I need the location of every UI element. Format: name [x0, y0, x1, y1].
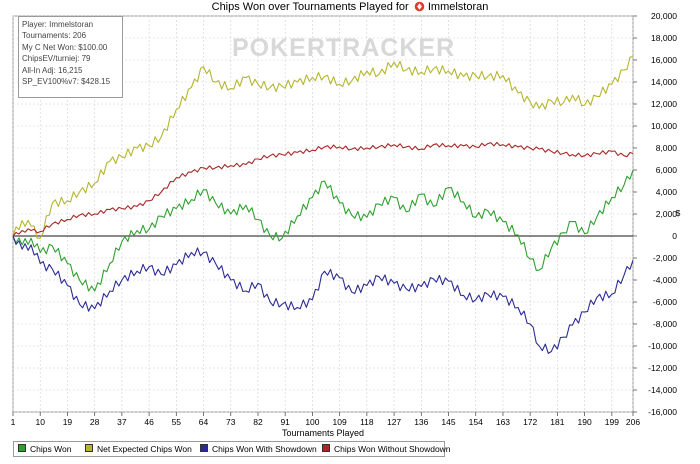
x-tick-label: 100	[305, 417, 319, 427]
y-tick-label: 0	[672, 231, 677, 241]
legend-label-net-expected: Net Expected Chips Won	[97, 444, 192, 454]
x-tick-label: 82	[253, 417, 263, 427]
x-tick-label: 46	[144, 417, 154, 427]
chart-title: Chips Won over Tournaments Played for Im…	[0, 0, 700, 14]
y-tick-label: 14,000	[651, 77, 677, 87]
legend-swatch-without-showdown	[322, 444, 330, 452]
info-line-tournaments: Tournaments: 206	[22, 31, 87, 41]
x-axis-label: Tournaments Played	[282, 428, 364, 438]
legend-item-without-showdown[interactable]: Chips Won Without Showdown	[322, 442, 451, 456]
x-tick-label: 91	[280, 417, 290, 427]
x-tick-label: 1	[11, 417, 16, 427]
chart-title-text: Chips Won over Tournaments Played for	[211, 1, 409, 13]
x-tick-label: 127	[387, 417, 401, 427]
series-layer	[12, 56, 634, 354]
y-tick-label: -6,000	[653, 297, 677, 307]
x-tick-label: 206	[626, 417, 640, 427]
y-tick-label: 18,000	[651, 33, 677, 43]
x-tick-label: 136	[414, 417, 428, 427]
y-tick-label: 10,000	[651, 121, 677, 131]
x-tick-label: 55	[172, 417, 182, 427]
x-tick-label: 37	[117, 417, 127, 427]
legend-item-net-expected[interactable]: Net Expected Chips Won	[85, 442, 192, 456]
x-tick-label: 181	[550, 417, 564, 427]
grid	[12, 15, 634, 413]
y-tick-label: -16,000	[648, 407, 677, 417]
legend-item-chips-won[interactable]: Chips Won	[18, 442, 71, 456]
info-line-sp-ev: SP_EV100%v7: $428.15	[22, 77, 111, 87]
x-tick-label: 163	[496, 417, 510, 427]
y-tick-label: 20,000	[651, 11, 677, 21]
x-tick-label: 145	[441, 417, 455, 427]
x-tick-label: 64	[199, 417, 209, 427]
legend-swatch-with-showdown	[200, 444, 208, 452]
x-tick-label: 199	[605, 417, 619, 427]
x-tick-label: 19	[63, 417, 73, 427]
y-tick-label: 8,000	[656, 143, 678, 153]
legend-swatch-chips-won	[18, 444, 26, 452]
x-tick-label: 190	[578, 417, 592, 427]
watermark: POKERTRACKER	[232, 34, 456, 62]
x-tick-label: 154	[469, 417, 483, 427]
pokertracker-logo-icon	[414, 1, 425, 12]
series-with-showdown	[12, 235, 634, 354]
info-line-net-won: My C Net Won: $100.00	[22, 42, 108, 52]
y-tick-label: 4,000	[656, 187, 678, 197]
y-tick-label: -8,000	[653, 319, 677, 329]
y-tick-label: 6,000	[656, 165, 678, 175]
x-tick-label: 73	[226, 417, 236, 427]
info-line-player: Player: Immelstoran	[22, 20, 94, 29]
y-tick-label: -2,000	[653, 253, 677, 263]
y-tick-label: -14,000	[648, 385, 677, 395]
series-chips-won	[12, 169, 634, 292]
x-tick-label: 118	[360, 417, 374, 427]
legend: Chips Won Net Expected Chips Won Chips W…	[13, 441, 451, 457]
series-without-showdown	[12, 141, 634, 237]
legend-label-with-showdown: Chips Won With Showdown	[212, 444, 317, 454]
y-tick-label: -10,000	[648, 341, 677, 351]
y-tick-label: 16,000	[651, 55, 677, 65]
y-tick-label: -4,000	[653, 275, 677, 285]
y-axis-label: $	[676, 208, 681, 218]
stats-info-box: Player: Immelstoran Tournaments: 206 My …	[18, 16, 123, 98]
y-axis: 20,000 18,000 16,000 14,000 12,000 10,000 8,00…	[633, 11, 677, 417]
info-line-chipsev: ChipsEV/turniej: 79	[22, 54, 91, 64]
x-tick-label: 172	[523, 417, 537, 427]
y-tick-label: 2,000	[656, 209, 678, 219]
legend-swatch-net-expected	[85, 444, 93, 452]
legend-item-with-showdown[interactable]: Chips Won With Showdown	[200, 442, 317, 456]
x-tick-label: 10	[35, 417, 45, 427]
info-line-allin-adj: All-In Adj: 16,215	[22, 65, 83, 75]
x-axis: 1 10 19 28 37 46 55 64 73 82 91 100 109 118 127 136 145 1…	[11, 412, 640, 427]
chart-title-player: Immelstoran	[427, 1, 489, 13]
legend-label-chips-won: Chips Won	[30, 444, 72, 454]
x-tick-label: 28	[90, 417, 100, 427]
y-tick-label: 12,000	[651, 99, 677, 109]
x-tick-label: 109	[333, 417, 347, 427]
legend-label-without-showdown: Chips Won Without Showdown	[334, 444, 451, 454]
series-net-expected	[12, 56, 634, 239]
y-tick-label: -12,000	[648, 363, 677, 373]
